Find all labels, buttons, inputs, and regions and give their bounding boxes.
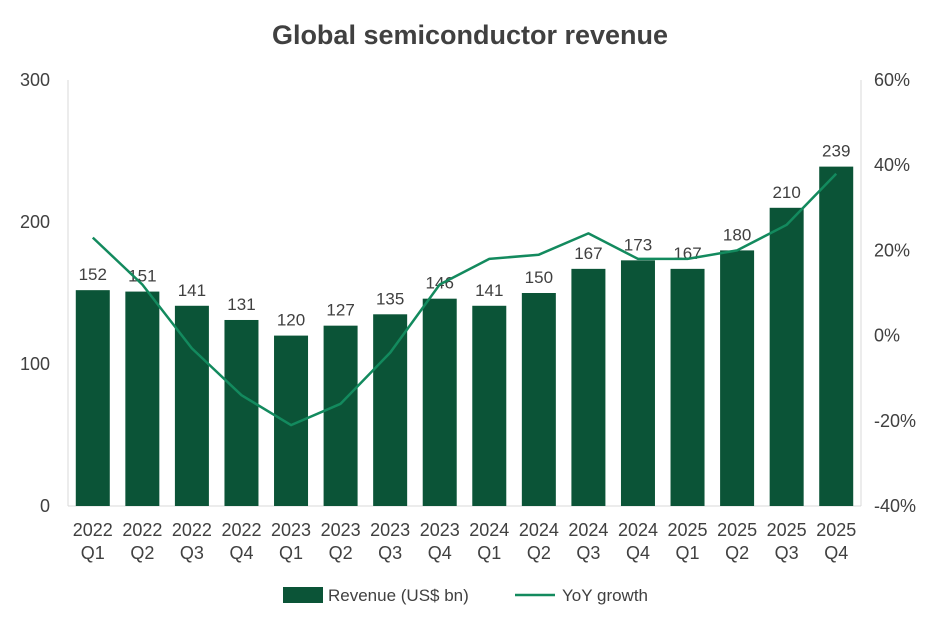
- x-label-year: 2022: [73, 520, 113, 540]
- right-tick-label: -20%: [874, 411, 916, 431]
- bar: [620, 260, 655, 506]
- bar: [422, 298, 457, 506]
- x-label-quarter: Q3: [775, 543, 799, 563]
- x-label-year: 2024: [618, 520, 658, 540]
- x-label-year: 2023: [370, 520, 410, 540]
- yoy-growth-line: [91, 172, 838, 427]
- x-label-quarter: Q2: [527, 543, 551, 563]
- line-series: [91, 172, 838, 427]
- x-label-quarter: Q2: [130, 543, 154, 563]
- bar: [472, 305, 507, 506]
- bar: [125, 291, 160, 506]
- bar-data-label: 180: [723, 225, 751, 244]
- bar: [373, 314, 408, 506]
- x-label-year: 2025: [767, 520, 807, 540]
- bar-series: [75, 166, 854, 507]
- bar: [521, 293, 556, 506]
- right-tick-label: 20%: [874, 240, 910, 260]
- x-label-year: 2024: [568, 520, 608, 540]
- bar-data-label: 150: [525, 268, 553, 287]
- x-label-quarter: Q2: [329, 543, 353, 563]
- x-label-year: 2024: [469, 520, 509, 540]
- x-label-quarter: Q1: [81, 543, 105, 563]
- right-tick-label: 40%: [874, 155, 910, 175]
- right-axis: -40% -20% 0% 20% 40% 60%: [860, 70, 916, 516]
- bar-data-label: 173: [624, 235, 652, 254]
- bar-data-label: 131: [227, 295, 255, 314]
- left-tick-label: 300: [20, 70, 50, 90]
- x-label-year: 2023: [271, 520, 311, 540]
- x-label-year: 2022: [221, 520, 261, 540]
- bar-data-label: 141: [178, 281, 206, 300]
- bar: [75, 290, 110, 506]
- chart-title: Global semiconductor revenue: [272, 20, 668, 50]
- left-tick-label: 0: [40, 496, 50, 516]
- bar-data-label: 141: [475, 281, 503, 300]
- x-label-quarter: Q4: [428, 543, 452, 563]
- x-label-quarter: Q4: [229, 543, 253, 563]
- x-label-year: 2023: [321, 520, 361, 540]
- x-axis-labels: 2022 Q1 2022 Q2 2022 Q3 2022 Q4 2023 Q1 2023 Q2 2023…: [73, 520, 856, 563]
- right-tick-label: 0%: [874, 326, 900, 346]
- x-label-year: 2023: [420, 520, 460, 540]
- bar: [720, 250, 755, 506]
- x-label-year: 2024: [519, 520, 559, 540]
- x-label-quarter: Q1: [279, 543, 303, 563]
- legend-swatch-revenue: [283, 587, 323, 603]
- x-label-year: 2022: [172, 520, 212, 540]
- bar-data-label: 127: [326, 301, 354, 320]
- bar-data-label: 135: [376, 289, 404, 308]
- legend-label-revenue: Revenue (US$ bn): [328, 586, 469, 605]
- x-label-quarter: Q3: [576, 543, 600, 563]
- bar-data-label: 210: [772, 183, 800, 202]
- x-label-quarter: Q1: [676, 543, 700, 563]
- legend: Revenue (US$ bn) YoY growth: [283, 586, 648, 605]
- bar: [323, 325, 358, 506]
- x-label-year: 2025: [717, 520, 757, 540]
- x-label-year: 2022: [122, 520, 162, 540]
- bar: [224, 319, 259, 506]
- bar-data-label: 167: [574, 244, 602, 263]
- bar-data-label: 239: [822, 142, 850, 161]
- x-label-year: 2025: [668, 520, 708, 540]
- bar-data-label: 120: [277, 311, 305, 330]
- left-tick-label: 100: [20, 354, 50, 374]
- bar: [174, 305, 209, 506]
- right-tick-label: -40%: [874, 496, 916, 516]
- x-label-quarter: Q1: [477, 543, 501, 563]
- bar: [819, 166, 854, 506]
- x-label-quarter: Q2: [725, 543, 749, 563]
- x-label-quarter: Q3: [378, 543, 402, 563]
- bar-data-label: 151: [128, 267, 156, 286]
- bar: [769, 207, 804, 507]
- x-label-quarter: Q4: [626, 543, 650, 563]
- x-label-quarter: Q3: [180, 543, 204, 563]
- bar: [670, 268, 705, 506]
- x-label-quarter: Q4: [824, 543, 848, 563]
- x-label-year: 2025: [816, 520, 856, 540]
- bar: [571, 268, 606, 506]
- right-tick-label: 60%: [874, 70, 910, 90]
- legend-label-yoy: YoY growth: [562, 586, 648, 605]
- left-tick-label: 200: [20, 212, 50, 232]
- bar-data-label: 152: [79, 265, 107, 284]
